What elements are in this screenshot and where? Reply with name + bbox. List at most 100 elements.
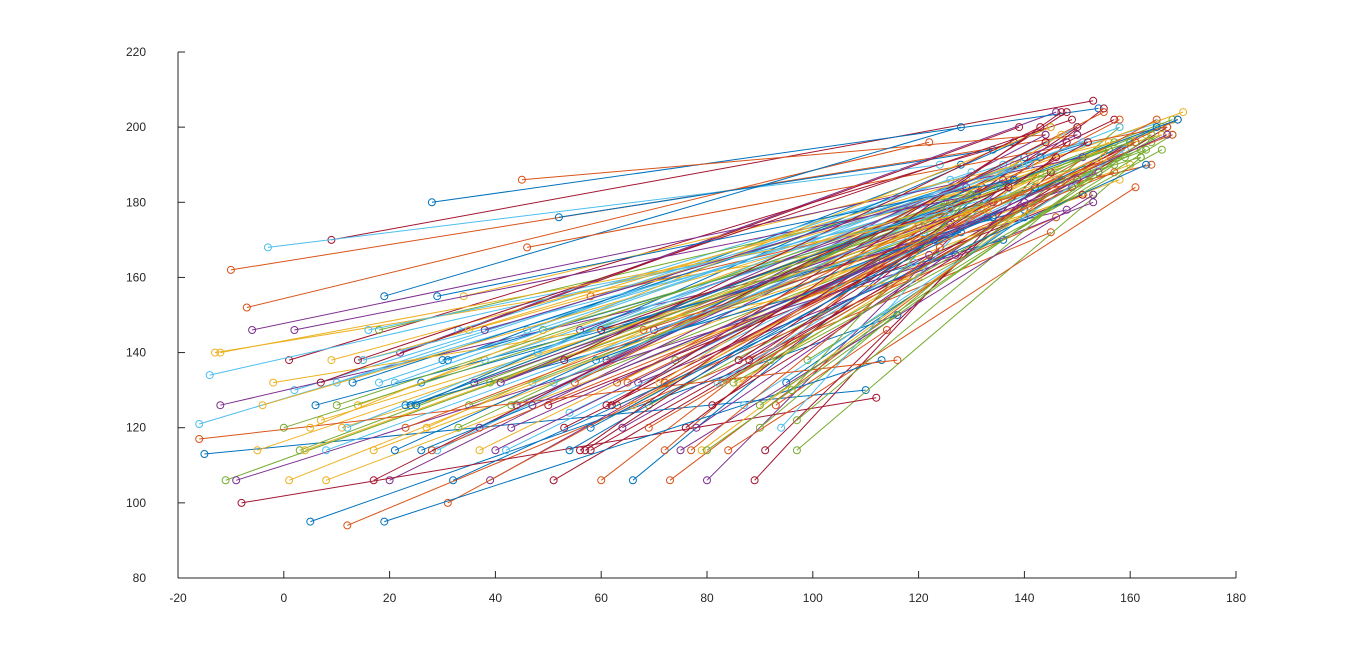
data-point xyxy=(285,476,294,485)
data-point xyxy=(755,401,764,410)
data-point xyxy=(200,450,209,458)
series-line xyxy=(257,201,993,451)
data-point xyxy=(644,423,653,432)
data-point xyxy=(1057,108,1066,117)
series-line xyxy=(553,141,1131,481)
data-point xyxy=(676,446,685,455)
series-line xyxy=(563,141,1136,429)
series-line xyxy=(410,119,1178,406)
y-tick-label: 140 xyxy=(126,346,146,360)
data-point xyxy=(1057,130,1066,139)
series-line xyxy=(236,254,956,481)
data-point xyxy=(322,446,331,455)
data-point xyxy=(364,326,373,334)
y-tick-label: 200 xyxy=(126,120,146,134)
series-line xyxy=(304,164,1099,451)
data-point xyxy=(226,265,235,274)
data-point xyxy=(1052,213,1061,222)
series-line xyxy=(600,186,983,481)
data-point xyxy=(935,243,944,252)
x-tick-label: 180 xyxy=(1226,591,1246,605)
data-point xyxy=(734,378,743,387)
data-point xyxy=(433,292,442,301)
x-tick-label: 0 xyxy=(280,591,287,605)
data-point xyxy=(777,423,786,432)
data-point xyxy=(1152,123,1161,132)
data-point xyxy=(576,446,584,455)
series-line xyxy=(770,141,1152,361)
series-line xyxy=(479,141,1110,451)
series-line xyxy=(431,107,1099,203)
series-line xyxy=(468,164,1020,331)
series-line xyxy=(500,134,1078,384)
series-line xyxy=(495,224,951,451)
series-line xyxy=(595,216,988,361)
series-143 xyxy=(306,123,1055,432)
series-line xyxy=(209,194,1009,376)
series-line xyxy=(780,186,999,429)
data-point xyxy=(925,138,934,147)
data-point xyxy=(443,498,452,507)
data-point xyxy=(549,476,558,485)
data-point xyxy=(1078,138,1087,147)
data-point xyxy=(607,401,616,410)
series-line xyxy=(527,126,1168,248)
series-51 xyxy=(724,183,1140,455)
series-137 xyxy=(507,130,1172,432)
data-point xyxy=(1015,123,1024,132)
y-tick-label: 80 xyxy=(133,571,147,585)
series-line xyxy=(378,164,1030,384)
y-tick-label: 100 xyxy=(126,496,146,510)
data-point xyxy=(375,326,383,334)
data-point xyxy=(597,326,606,334)
data-point xyxy=(549,378,558,387)
data-point xyxy=(195,420,204,428)
data-point xyxy=(729,378,738,387)
data-point xyxy=(925,250,934,259)
series-line xyxy=(616,216,1057,406)
series-line xyxy=(484,186,967,331)
series-line xyxy=(400,111,1057,354)
data-point xyxy=(1168,130,1177,139)
data-point xyxy=(877,356,886,365)
data-point xyxy=(761,446,770,455)
data-point xyxy=(628,401,637,410)
data-point xyxy=(544,401,553,410)
data-point xyxy=(1031,183,1039,192)
data-point xyxy=(427,198,436,207)
data-point xyxy=(353,356,362,365)
data-point xyxy=(613,378,622,387)
series-line xyxy=(542,156,1141,331)
data-point xyxy=(486,476,495,485)
series-line xyxy=(553,201,962,384)
x-tick-label: 160 xyxy=(1120,591,1140,605)
data-point xyxy=(1131,183,1140,192)
data-point xyxy=(792,446,801,455)
data-point xyxy=(269,378,278,387)
data-point xyxy=(338,423,346,432)
data-point xyxy=(1041,138,1050,147)
data-point xyxy=(1046,123,1055,132)
data-point xyxy=(946,205,955,214)
data-point xyxy=(1179,108,1188,117)
series-line xyxy=(632,171,1041,406)
series-154 xyxy=(560,123,1045,365)
data-point xyxy=(523,243,532,252)
data-point xyxy=(401,423,410,432)
data-point xyxy=(253,446,262,455)
data-point xyxy=(1068,115,1076,124)
series-line xyxy=(437,179,1014,297)
data-point xyxy=(628,476,637,485)
series-150 xyxy=(216,205,992,357)
series-131 xyxy=(332,138,1135,410)
data-point xyxy=(1073,130,1082,139)
series-line xyxy=(532,171,1099,406)
series-line xyxy=(294,194,977,331)
data-point xyxy=(1099,104,1108,113)
data-point xyxy=(507,423,516,432)
data-point xyxy=(565,446,574,455)
data-point xyxy=(692,423,701,432)
series-161 xyxy=(602,138,1092,410)
series-line xyxy=(706,134,1152,451)
